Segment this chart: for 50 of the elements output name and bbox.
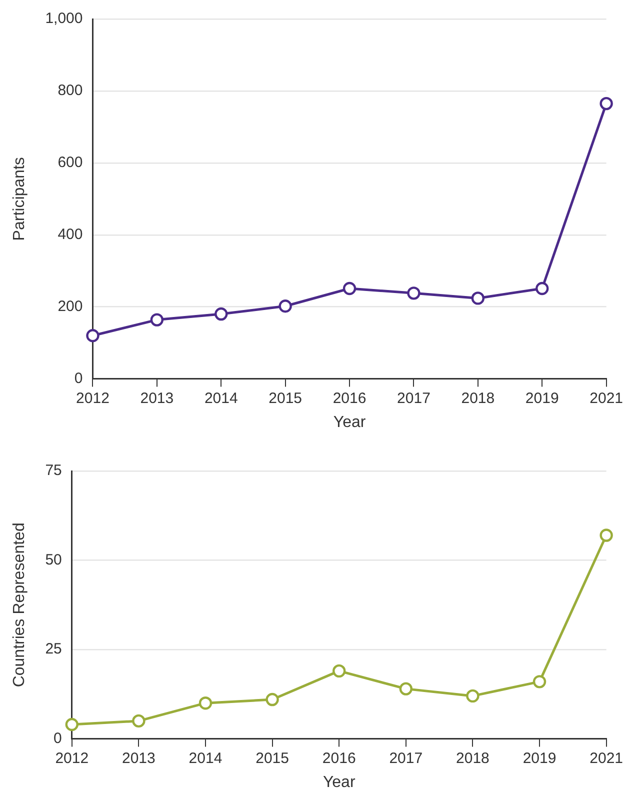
point <box>132 714 146 728</box>
point <box>407 286 420 300</box>
y-tick-label: 600 <box>58 154 83 172</box>
point <box>150 313 164 326</box>
x-tick-label: 2012 <box>76 390 110 407</box>
point <box>466 689 480 703</box>
y-tick-label: 50 <box>45 551 62 568</box>
x-tick-label: 2016 <box>322 750 356 767</box>
point <box>600 528 613 542</box>
point <box>214 307 228 321</box>
point <box>600 96 613 110</box>
point <box>536 282 549 296</box>
y-tick-label: 75 <box>45 462 62 480</box>
x-tick-label: 2016 <box>332 390 366 407</box>
y-axis-title: Countries Represented <box>11 522 28 688</box>
x-tick-label: 2013 <box>140 390 174 407</box>
x-tick-label: 2021 <box>590 390 624 407</box>
x-tick-label: 2012 <box>55 750 89 767</box>
x-tick-label: 2013 <box>122 750 156 767</box>
x-axis-title: Year <box>333 414 366 431</box>
point <box>86 329 100 342</box>
point <box>342 282 356 296</box>
point <box>266 692 279 706</box>
x-axis-title: Year <box>322 774 356 791</box>
y-tick-label: 0 <box>74 370 83 387</box>
y-tick-label: 1,000 <box>45 10 83 28</box>
point <box>65 718 78 732</box>
y-axis-title: Participants <box>11 157 28 241</box>
point <box>278 300 292 313</box>
point <box>332 664 346 678</box>
point <box>198 696 212 710</box>
y-tick-label: 400 <box>58 226 83 244</box>
x-tick-label: 2017 <box>389 750 423 767</box>
y-tick-label: 25 <box>45 640 62 658</box>
x-tick-label: 2017 <box>397 390 430 407</box>
x-tick-label: 2015 <box>256 750 289 767</box>
x-tick-label: 2021 <box>590 750 624 767</box>
x-tick-label: 2018 <box>456 750 490 767</box>
point <box>399 682 413 696</box>
y-tick-label: 0 <box>54 730 62 747</box>
y-tick-label: 200 <box>58 298 83 315</box>
point <box>471 292 485 305</box>
x-tick-label: 2019 <box>522 750 556 767</box>
x-tick-label: 2018 <box>461 390 495 407</box>
point <box>532 675 546 688</box>
x-tick-label: 2014 <box>204 390 238 407</box>
x-tick-label: 2014 <box>188 750 222 767</box>
y-tick-label: 800 <box>58 82 83 100</box>
x-tick-label: 2015 <box>268 390 302 407</box>
x-tick-label: 2019 <box>525 390 559 407</box>
